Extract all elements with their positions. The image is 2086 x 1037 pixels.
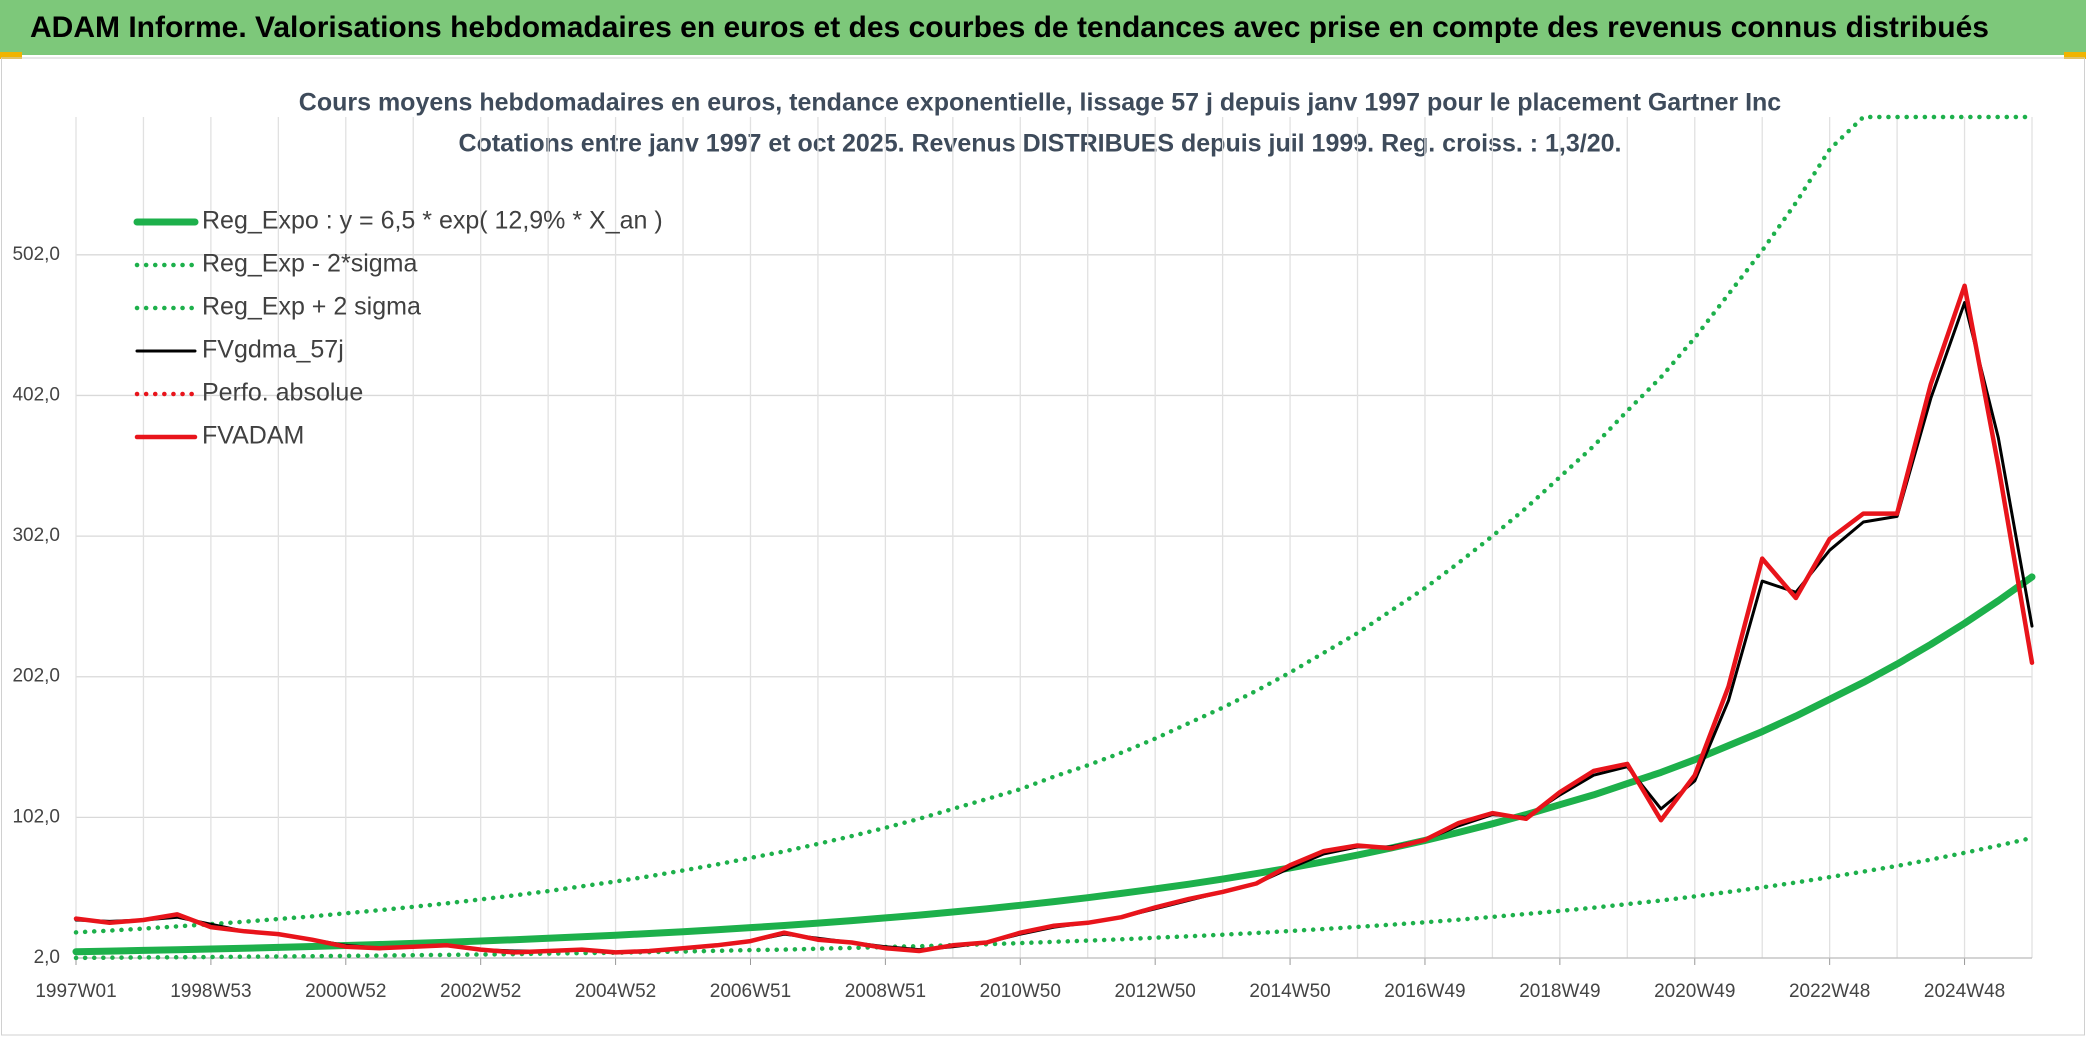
legend-label: Reg_Exp + 2 sigma	[202, 293, 421, 321]
x-tick-label: 1997W01	[35, 981, 116, 1002]
x-tick-label: 2006W51	[710, 981, 791, 1002]
series-line	[73, 114, 2035, 935]
legend-label: Perfo. absolue	[202, 379, 363, 407]
series-line	[73, 835, 2035, 961]
x-tick-label: 2024W48	[1924, 981, 2005, 1002]
x-tick-label: 2016W49	[1384, 981, 1465, 1002]
chart-frame	[1, 57, 2085, 1036]
legend-label: FVADAM	[202, 422, 304, 450]
y-tick-label: 402,0	[12, 384, 60, 405]
legend-label: Reg_Expo : y = 6,5 * exp( 12,9% * X_an )	[202, 207, 663, 235]
y-tick-label: 202,0	[12, 666, 60, 687]
chart-title: Cours moyens hebdomadaires en euros, ten…	[299, 89, 1782, 117]
x-tick-label: 2002W52	[440, 981, 521, 1002]
series-line	[73, 283, 2035, 955]
x-tick-label: 2020W49	[1654, 981, 1735, 1002]
x-tick-label: 2008W51	[845, 981, 926, 1002]
corner	[0, 52, 22, 59]
corner	[2064, 52, 2086, 59]
x-tick-label: 2014W50	[1249, 981, 1330, 1002]
x-tick-label: 2004W52	[575, 981, 656, 1002]
header-band	[0, 0, 2086, 55]
x-tick-label: 2018W49	[1519, 981, 1600, 1002]
chart-subtitle: Cotations entre janv 1997 et oct 2025. R…	[459, 130, 1622, 158]
y-tick-label: 502,0	[12, 244, 60, 265]
series-line	[74, 301, 2034, 954]
legend-label: Reg_Exp - 2*sigma	[202, 250, 417, 278]
header-title: ADAM Informe. Valorisations hebdomadaire…	[30, 11, 1989, 44]
series-line	[72, 573, 2036, 956]
legend-label: FVgdma_57j	[202, 336, 344, 364]
x-tick-label: 1998W53	[170, 981, 251, 1002]
y-tick-label: 302,0	[12, 525, 60, 546]
x-tick-label: 2022W48	[1789, 981, 1870, 1002]
y-tick-label: 2,0	[34, 947, 60, 968]
x-tick-label: 2012W50	[1115, 981, 1196, 1002]
y-tick-label: 102,0	[12, 806, 60, 827]
x-tick-label: 2000W52	[305, 981, 386, 1002]
x-tick-label: 2010W50	[980, 981, 1061, 1002]
